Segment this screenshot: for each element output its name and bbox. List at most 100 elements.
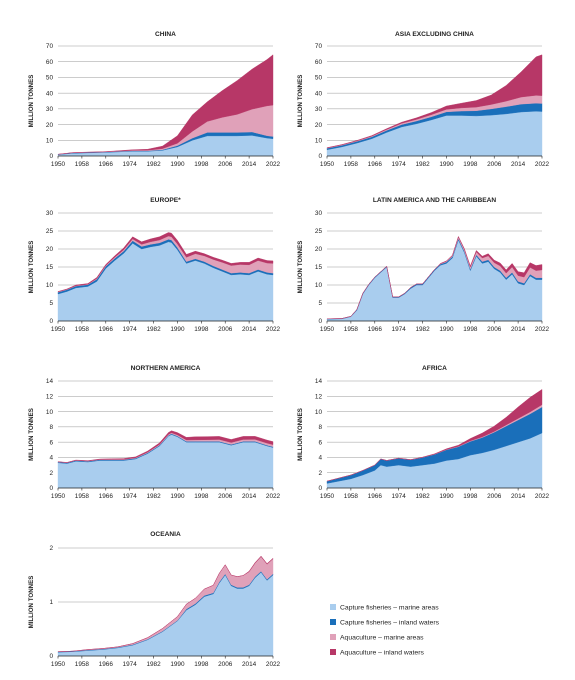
- y-tick-label: 0: [49, 153, 53, 160]
- y-tick-label: 5: [318, 300, 322, 307]
- x-tick-label: 1974: [123, 161, 138, 168]
- x-tick-label: 1950: [320, 326, 335, 333]
- x-tick-label: 2022: [535, 326, 550, 333]
- y-tick-label: 14: [46, 378, 54, 385]
- x-tick-label: 1990: [170, 161, 185, 168]
- x-tick-label: 2006: [218, 661, 233, 668]
- x-tick-label: 1990: [439, 493, 454, 500]
- y-tick-label: 60: [46, 59, 54, 66]
- y-tick-label: 25: [315, 228, 323, 235]
- y-tick-label: 2: [49, 545, 53, 552]
- x-tick-label: 2006: [487, 493, 502, 500]
- y-tick-label: 4: [318, 455, 322, 462]
- x-tick-label: 1990: [439, 161, 454, 168]
- x-tick-label: 1974: [123, 326, 138, 333]
- y-tick-label: 5: [49, 300, 53, 307]
- y-tick-label: 12: [315, 393, 323, 400]
- y-tick-label: 0: [318, 318, 322, 325]
- y-axis-label: MILLION TONNES: [297, 75, 304, 128]
- y-tick-label: 40: [315, 90, 323, 97]
- y-tick-label: 30: [46, 106, 54, 113]
- chart-title: OCEANIA: [150, 531, 181, 538]
- y-tick-label: 14: [315, 378, 323, 385]
- x-tick-label: 1998: [194, 326, 209, 333]
- x-tick-label: 1950: [51, 661, 66, 668]
- y-axis-label: MILLION TONNES: [28, 241, 35, 294]
- y-tick-label: 60: [315, 59, 323, 66]
- y-tick-label: 40: [46, 90, 54, 97]
- x-tick-label: 1966: [368, 161, 383, 168]
- chart-panel-africa: AFRICA 0 2 4 6 8 10 12 14 1950 1958 1966 1974 1982 199…: [297, 365, 550, 500]
- chart-title: EUROPE*: [150, 197, 181, 204]
- area-series-aquaculture-inland-waters: [326, 54, 543, 149]
- x-tick-label: 2022: [266, 326, 281, 333]
- x-tick-label: 2006: [218, 161, 233, 168]
- x-tick-label: 1950: [51, 326, 66, 333]
- x-tick-label: 2014: [511, 161, 526, 168]
- y-axis-label: MILLION TONNES: [297, 241, 304, 294]
- y-tick-label: 8: [318, 424, 322, 431]
- y-tick-label: 0: [49, 318, 53, 325]
- y-tick-label: 20: [46, 246, 54, 253]
- y-tick-label: 30: [46, 210, 54, 217]
- y-tick-label: 20: [315, 122, 323, 129]
- legend-label-aquaculture-inland-waters: Aquaculture – inland waters: [340, 650, 424, 657]
- legend-label-capture-fisheries-marine-areas: Capture fisheries – marine areas: [340, 605, 439, 612]
- legend-swatch-aquaculture-inland-waters: [330, 649, 336, 655]
- x-tick-label: 1958: [344, 326, 359, 333]
- x-tick-label: 2014: [511, 493, 526, 500]
- x-tick-label: 1950: [51, 493, 66, 500]
- y-axis-label: MILLION TONNES: [28, 75, 35, 128]
- y-tick-label: 50: [46, 75, 54, 82]
- x-tick-label: 1966: [99, 493, 114, 500]
- x-tick-label: 1958: [75, 326, 90, 333]
- y-axis-label: MILLION TONNES: [28, 408, 35, 461]
- x-tick-label: 1998: [463, 493, 478, 500]
- area-series-aquaculture-inland-waters: [326, 389, 543, 482]
- x-tick-label: 1958: [344, 161, 359, 168]
- chart-title: NORTHERN AMERICA: [131, 365, 201, 372]
- chart-panel-oceania: OCEANIA 0 1 2 1950 1958 1966 1974 1982 1990 1998 20…: [28, 531, 281, 668]
- y-tick-label: 8: [49, 424, 53, 431]
- x-tick-label: 1998: [194, 661, 209, 668]
- y-axis-label: MILLION TONNES: [28, 576, 35, 629]
- x-tick-label: 1958: [75, 661, 90, 668]
- y-tick-label: 20: [315, 246, 323, 253]
- y-tick-label: 30: [315, 106, 323, 113]
- y-tick-label: 10: [315, 282, 323, 289]
- x-tick-label: 2006: [487, 161, 502, 168]
- x-tick-label: 1982: [415, 326, 430, 333]
- y-tick-label: 20: [46, 122, 54, 129]
- x-tick-label: 1982: [415, 493, 430, 500]
- y-tick-label: 10: [315, 409, 323, 416]
- x-tick-label: 1966: [368, 326, 383, 333]
- x-tick-label: 1958: [75, 493, 90, 500]
- x-tick-label: 1990: [439, 326, 454, 333]
- x-tick-label: 1990: [170, 661, 185, 668]
- chart-title: ASIA EXCLUDING CHINA: [395, 31, 474, 38]
- x-tick-label: 1950: [320, 161, 335, 168]
- legend: Capture fisheries – marine areas Capture …: [330, 604, 440, 657]
- x-tick-label: 2022: [266, 661, 281, 668]
- area-series-aquaculture-inland-waters: [57, 232, 274, 293]
- area-series-aquaculture-inland-waters: [57, 555, 274, 652]
- y-tick-label: 1: [49, 599, 53, 606]
- x-tick-label: 1966: [99, 161, 114, 168]
- y-tick-label: 0: [318, 153, 322, 160]
- x-tick-label: 1982: [415, 161, 430, 168]
- area-series-capture-fisheries-marine-areas: [326, 239, 543, 322]
- x-tick-label: 1966: [99, 326, 114, 333]
- x-tick-label: 1958: [75, 161, 90, 168]
- x-tick-label: 2022: [266, 161, 281, 168]
- x-tick-label: 2014: [511, 326, 526, 333]
- x-tick-label: 2014: [242, 661, 257, 668]
- x-tick-label: 1958: [344, 493, 359, 500]
- legend-swatch-aquaculture-marine-areas: [330, 634, 336, 640]
- area-series-aquaculture-inland-waters: [57, 430, 274, 463]
- x-tick-label: 1974: [123, 661, 138, 668]
- chart-panel-asia-excluding-china: ASIA EXCLUDING CHINA 0 10 20 30 40 50 60 70 1950 1…: [297, 31, 550, 168]
- y-tick-label: 70: [315, 43, 323, 50]
- chart-title: LATIN AMERICA AND THE CARIBBEAN: [373, 197, 497, 204]
- y-tick-label: 10: [46, 409, 54, 416]
- y-tick-label: 6: [318, 439, 322, 446]
